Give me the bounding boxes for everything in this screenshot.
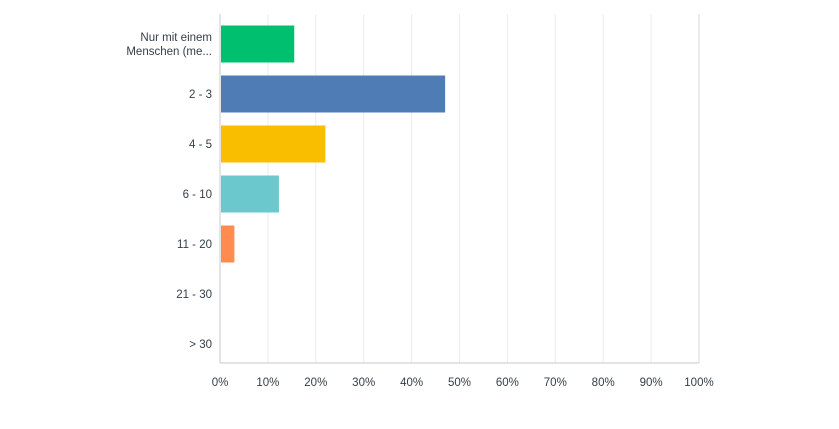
bar (221, 225, 235, 263)
bar (221, 75, 446, 113)
x-tick-label: 20% (304, 377, 327, 389)
category-labels: Nur mit einem Menschen (me... 2 - 3 4 - 5 6 … (126, 32, 212, 351)
axes (219, 14, 699, 364)
x-tick-label: 100% (684, 377, 713, 389)
bar (221, 175, 279, 213)
category-label: 11 - 20 (177, 239, 212, 251)
category-label: 6 - 10 (183, 189, 212, 201)
category-label: > 30 (189, 339, 212, 351)
x-tick-label: 80% (592, 377, 615, 389)
x-tick-label: 40% (400, 377, 423, 389)
grid-lines (267, 14, 700, 363)
category-label: 2 - 3 (189, 89, 212, 101)
bars (221, 25, 446, 263)
x-tick-label: 10% (256, 377, 279, 389)
bar (221, 125, 326, 163)
x-tick-label: 30% (352, 377, 375, 389)
category-label: 4 - 5 (189, 139, 212, 151)
category-label: Menschen (me... (126, 46, 212, 58)
category-label: 21 - 30 (176, 289, 212, 301)
category-label: Nur mit einem (140, 32, 212, 44)
x-tick-label: 90% (640, 377, 663, 389)
x-tick-label: 60% (496, 377, 519, 389)
x-tick-label: 0% (212, 377, 229, 389)
bar (221, 25, 295, 63)
x-tick-label: 70% (544, 377, 567, 389)
x-tick-label: 50% (448, 377, 471, 389)
x-tick-labels: 0% 10% 20% 30% 40% 50% 60% 70% 80% 90% 100% (212, 377, 714, 389)
